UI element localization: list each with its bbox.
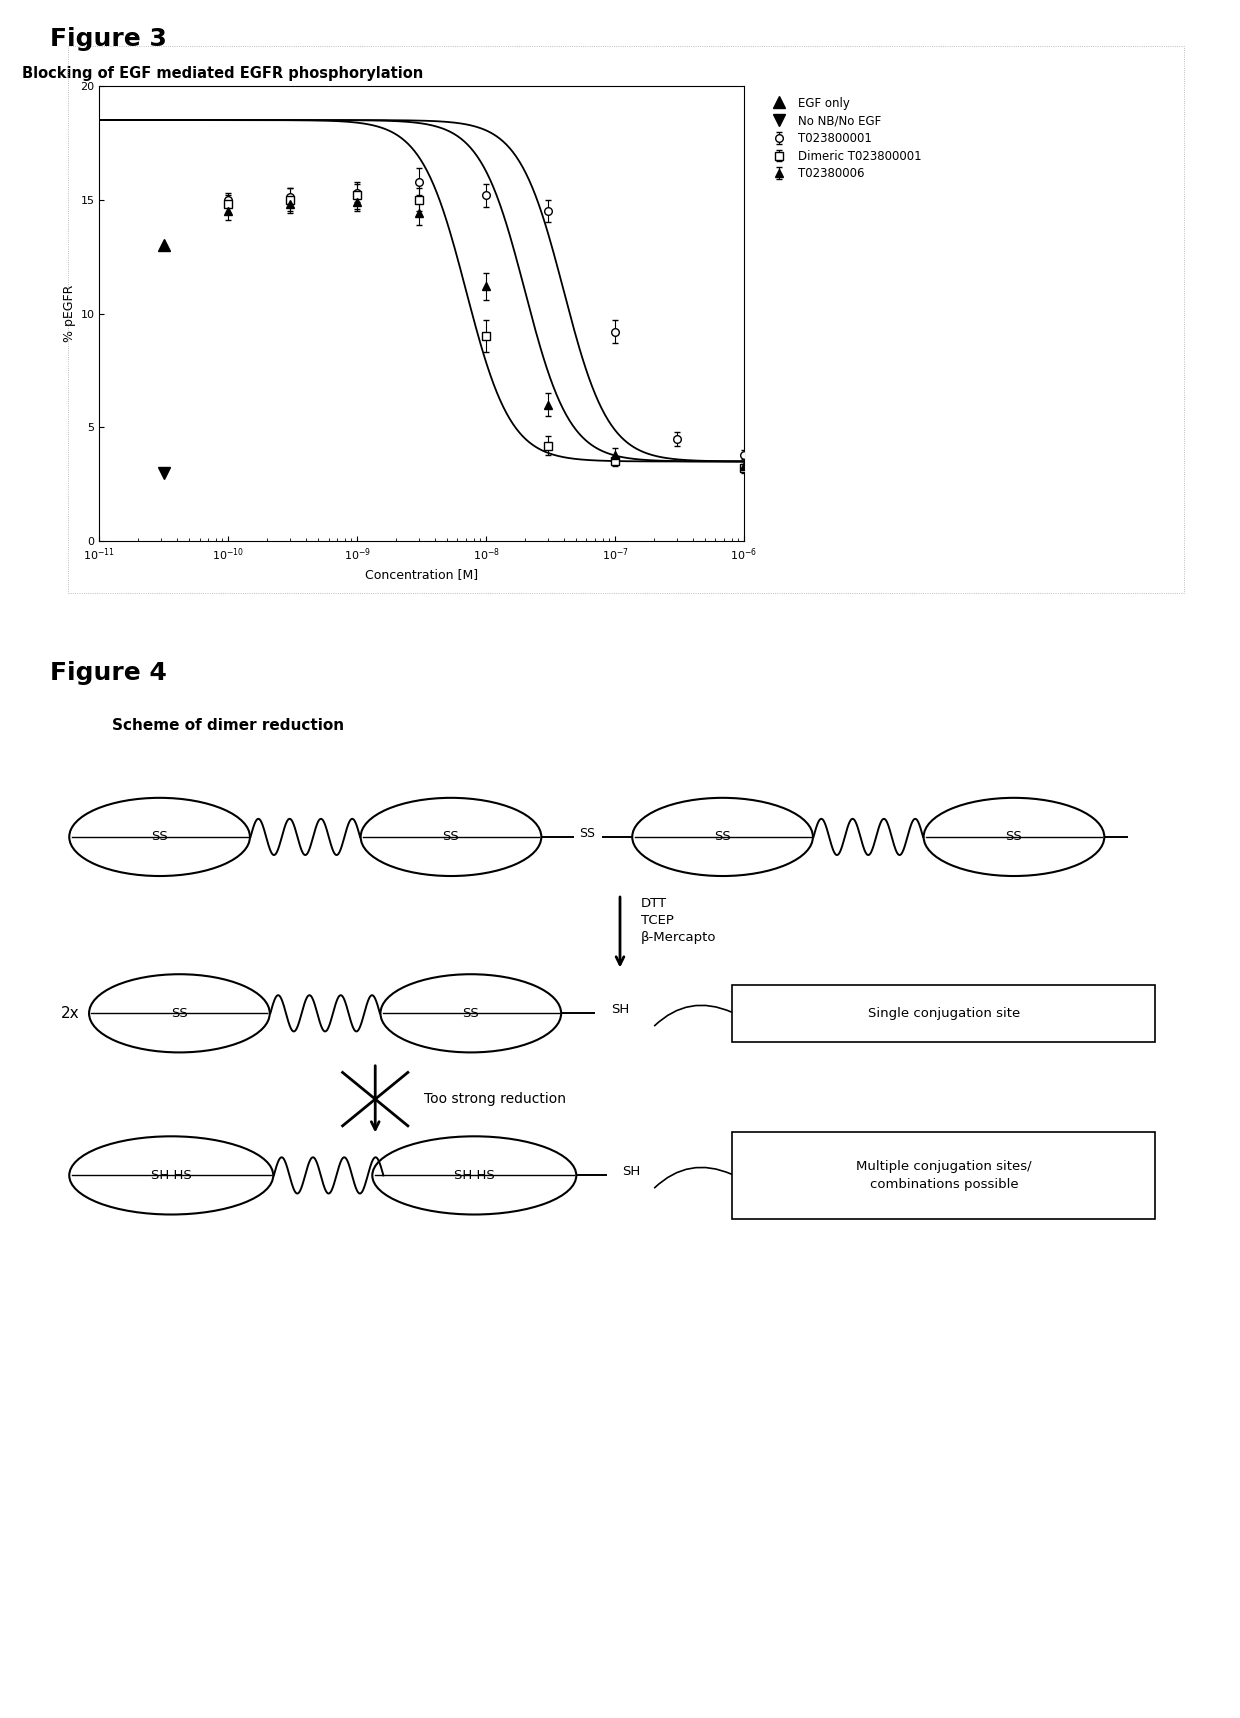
Text: Figure 3: Figure 3 [50, 27, 166, 52]
Text: SS: SS [151, 830, 167, 844]
X-axis label: Concentration [M]: Concentration [M] [365, 569, 479, 581]
Text: SH HS: SH HS [454, 1168, 495, 1182]
Text: Single conjugation site: Single conjugation site [868, 1007, 1021, 1020]
Text: SS: SS [443, 830, 459, 844]
Text: Scheme of dimer reduction: Scheme of dimer reduction [112, 718, 343, 734]
Text: DTT
TCEP
β-Mercapto: DTT TCEP β-Mercapto [641, 897, 717, 945]
FancyBboxPatch shape [732, 1132, 1154, 1220]
Text: SH: SH [622, 1165, 641, 1179]
FancyBboxPatch shape [732, 984, 1154, 1041]
Legend: EGF only, No NB/No EGF, T023800001, Dimeric T023800001, T02380006: EGF only, No NB/No EGF, T023800001, Dime… [763, 91, 926, 186]
Text: SS: SS [714, 830, 730, 844]
Text: Too strong reduction: Too strong reduction [424, 1093, 567, 1106]
Text: SS: SS [171, 1007, 187, 1020]
Text: SH HS: SH HS [151, 1168, 192, 1182]
Y-axis label: % pEGFR: % pEGFR [63, 285, 76, 342]
Text: Multiple conjugation sites/
combinations possible: Multiple conjugation sites/ combinations… [857, 1160, 1032, 1191]
Text: 2x: 2x [61, 1005, 79, 1020]
Text: Figure 4: Figure 4 [50, 661, 166, 685]
Text: SS: SS [463, 1007, 479, 1020]
Text: Blocking of EGF mediated EGFR phosphorylation: Blocking of EGF mediated EGFR phosphoryl… [22, 65, 423, 81]
Text: SH: SH [611, 1003, 629, 1015]
Text: SS: SS [579, 826, 595, 840]
Text: SS: SS [1006, 830, 1022, 844]
